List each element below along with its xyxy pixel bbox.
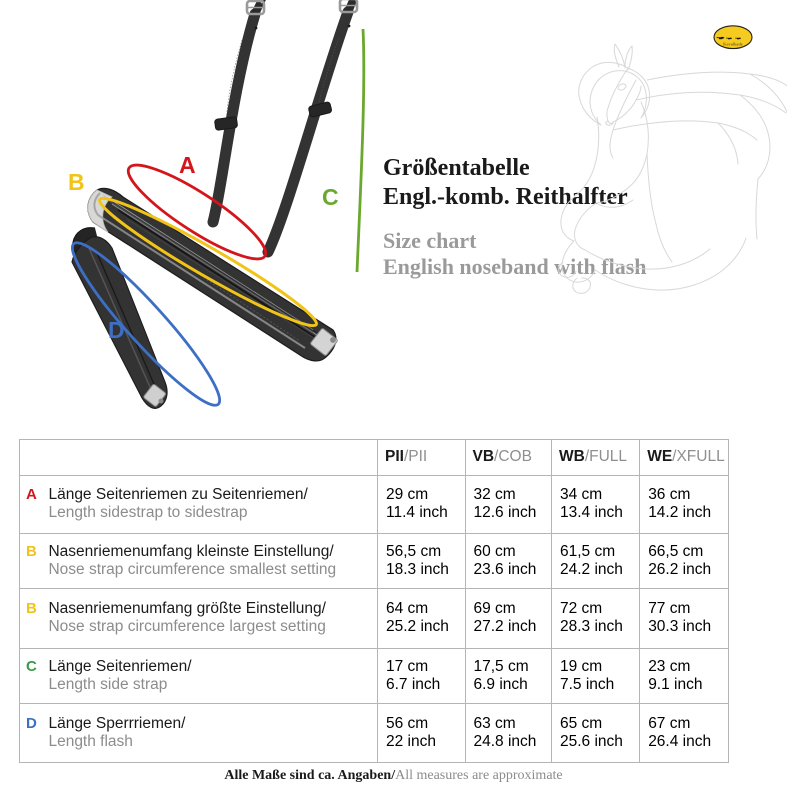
svg-text:Kavalkade: Kavalkade [723, 41, 743, 46]
